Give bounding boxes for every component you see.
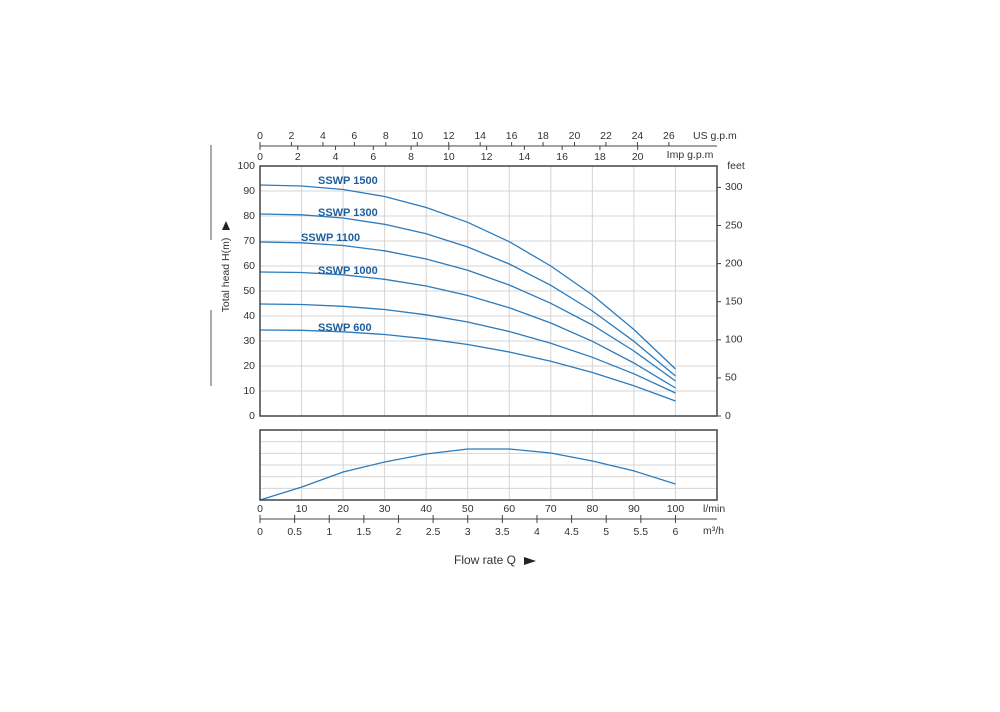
y-tick-label: 50 — [243, 285, 255, 297]
y-tick-label: 0 — [249, 410, 255, 422]
x2-tick-label: 6 — [673, 526, 679, 538]
x2-tick-label: 5 — [603, 526, 609, 538]
top-tick-label: 6 — [370, 151, 376, 163]
series-label: SSWP 1300 — [318, 207, 378, 219]
y-tick-label: 100 — [237, 160, 255, 172]
x2-tick-label: 5.5 — [634, 526, 649, 538]
x-tick-label: 70 — [545, 503, 557, 515]
curve — [259, 241, 676, 382]
arrow — [524, 557, 536, 565]
x-tick-label: 30 — [379, 503, 391, 515]
top-tick-label: 16 — [506, 130, 518, 142]
y-axis-label: Total head H(m) — [220, 238, 232, 313]
x-tick-label: 0 — [257, 503, 263, 515]
top-tick-label: 10 — [411, 130, 423, 142]
x2-tick-label: 1.5 — [357, 526, 372, 538]
y2-tick-label: 300 — [725, 181, 743, 193]
x-tick-label: 20 — [337, 503, 349, 515]
curve — [259, 271, 676, 389]
arrow — [222, 221, 230, 230]
series-label: SSWP 600 — [318, 322, 372, 334]
x-tick-label: 10 — [296, 503, 308, 515]
y2-tick-label: 50 — [725, 372, 737, 384]
top-tick-label: 22 — [600, 130, 612, 142]
y2-tick-label: 200 — [725, 257, 743, 269]
x2-tick-label: 3 — [465, 526, 471, 538]
y2-axis-label: feet — [727, 160, 745, 172]
y-tick-label: 80 — [243, 210, 255, 222]
x2-tick-label: 4.5 — [564, 526, 579, 538]
top-tick-label: 0 — [257, 130, 263, 142]
x2-tick-label: 2 — [396, 526, 402, 538]
x-tick-label: 80 — [587, 503, 599, 515]
x2-unit: m³/h — [703, 525, 724, 537]
top-tick-label: 14 — [519, 151, 531, 163]
x-tick-label: 100 — [667, 503, 685, 515]
series-label: SSWP 1000 — [318, 265, 378, 277]
y2-tick-label: 250 — [725, 219, 743, 231]
x-unit: l/min — [703, 503, 725, 515]
curve — [259, 213, 676, 377]
x-axis-label: Flow rate Q — [454, 553, 516, 567]
top-tick-label: 8 — [383, 130, 389, 142]
top-tick-label: 2 — [295, 151, 301, 163]
top-tick-label: 24 — [632, 130, 644, 142]
y-tick-label: 90 — [243, 185, 255, 197]
y-tick-label: 70 — [243, 235, 255, 247]
x-tick-label: 50 — [462, 503, 474, 515]
y-tick-label: 60 — [243, 260, 255, 272]
y2-tick-label: 150 — [725, 295, 743, 307]
top-tick-label: 4 — [320, 130, 326, 142]
x2-tick-label: 4 — [534, 526, 540, 538]
y-tick-label: 20 — [243, 360, 255, 372]
curve — [259, 303, 676, 394]
y-tick-label: 10 — [243, 385, 255, 397]
y-tick-label: 40 — [243, 310, 255, 322]
top-tick-label: 20 — [569, 130, 581, 142]
top-tick-label: 4 — [333, 151, 339, 163]
top-tick-label: 8 — [408, 151, 414, 163]
x2-tick-label: 2.5 — [426, 526, 441, 538]
x-tick-label: 40 — [420, 503, 432, 515]
x-tick-label: 60 — [503, 503, 515, 515]
curve — [259, 184, 676, 370]
curve — [259, 329, 676, 402]
y-tick-label: 30 — [243, 335, 255, 347]
series-label: SSWP 1100 — [301, 232, 360, 244]
top-tick-label: 14 — [474, 130, 486, 142]
x2-tick-label: 0.5 — [287, 526, 302, 538]
x-tick-label: 90 — [628, 503, 640, 515]
y2-tick-label: 0 — [725, 410, 731, 422]
top-tick-label: 18 — [594, 151, 606, 163]
top-tick-label: 10 — [443, 151, 455, 163]
top-axis-label: US g.p.m — [693, 130, 737, 142]
x2-tick-label: 3.5 — [495, 526, 510, 538]
top-tick-label: 12 — [481, 151, 493, 163]
x2-tick-label: 1 — [326, 526, 332, 538]
plot-frame — [259, 429, 718, 501]
top-tick-label: 12 — [443, 130, 455, 142]
top-tick-label: 2 — [289, 130, 295, 142]
top-tick-label: 16 — [556, 151, 568, 163]
curve — [259, 448, 676, 501]
top-axis-label: Imp g.p.m — [667, 149, 714, 161]
top-tick-label: 0 — [257, 151, 263, 163]
y2-tick-label: 100 — [725, 334, 743, 346]
top-tick-label: 6 — [351, 130, 357, 142]
top-tick-label: 26 — [663, 130, 675, 142]
plot-frame — [259, 165, 718, 417]
top-tick-label: 20 — [632, 151, 644, 163]
x2-tick-label: 0 — [257, 526, 263, 538]
top-tick-label: 18 — [537, 130, 549, 142]
series-label: SSWP 1500 — [318, 175, 378, 187]
